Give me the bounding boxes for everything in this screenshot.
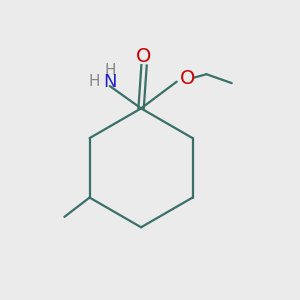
Text: O: O [136,47,152,66]
Text: H: H [105,63,116,78]
Text: N: N [104,73,117,91]
Text: H: H [89,74,100,89]
Text: O: O [179,69,195,88]
